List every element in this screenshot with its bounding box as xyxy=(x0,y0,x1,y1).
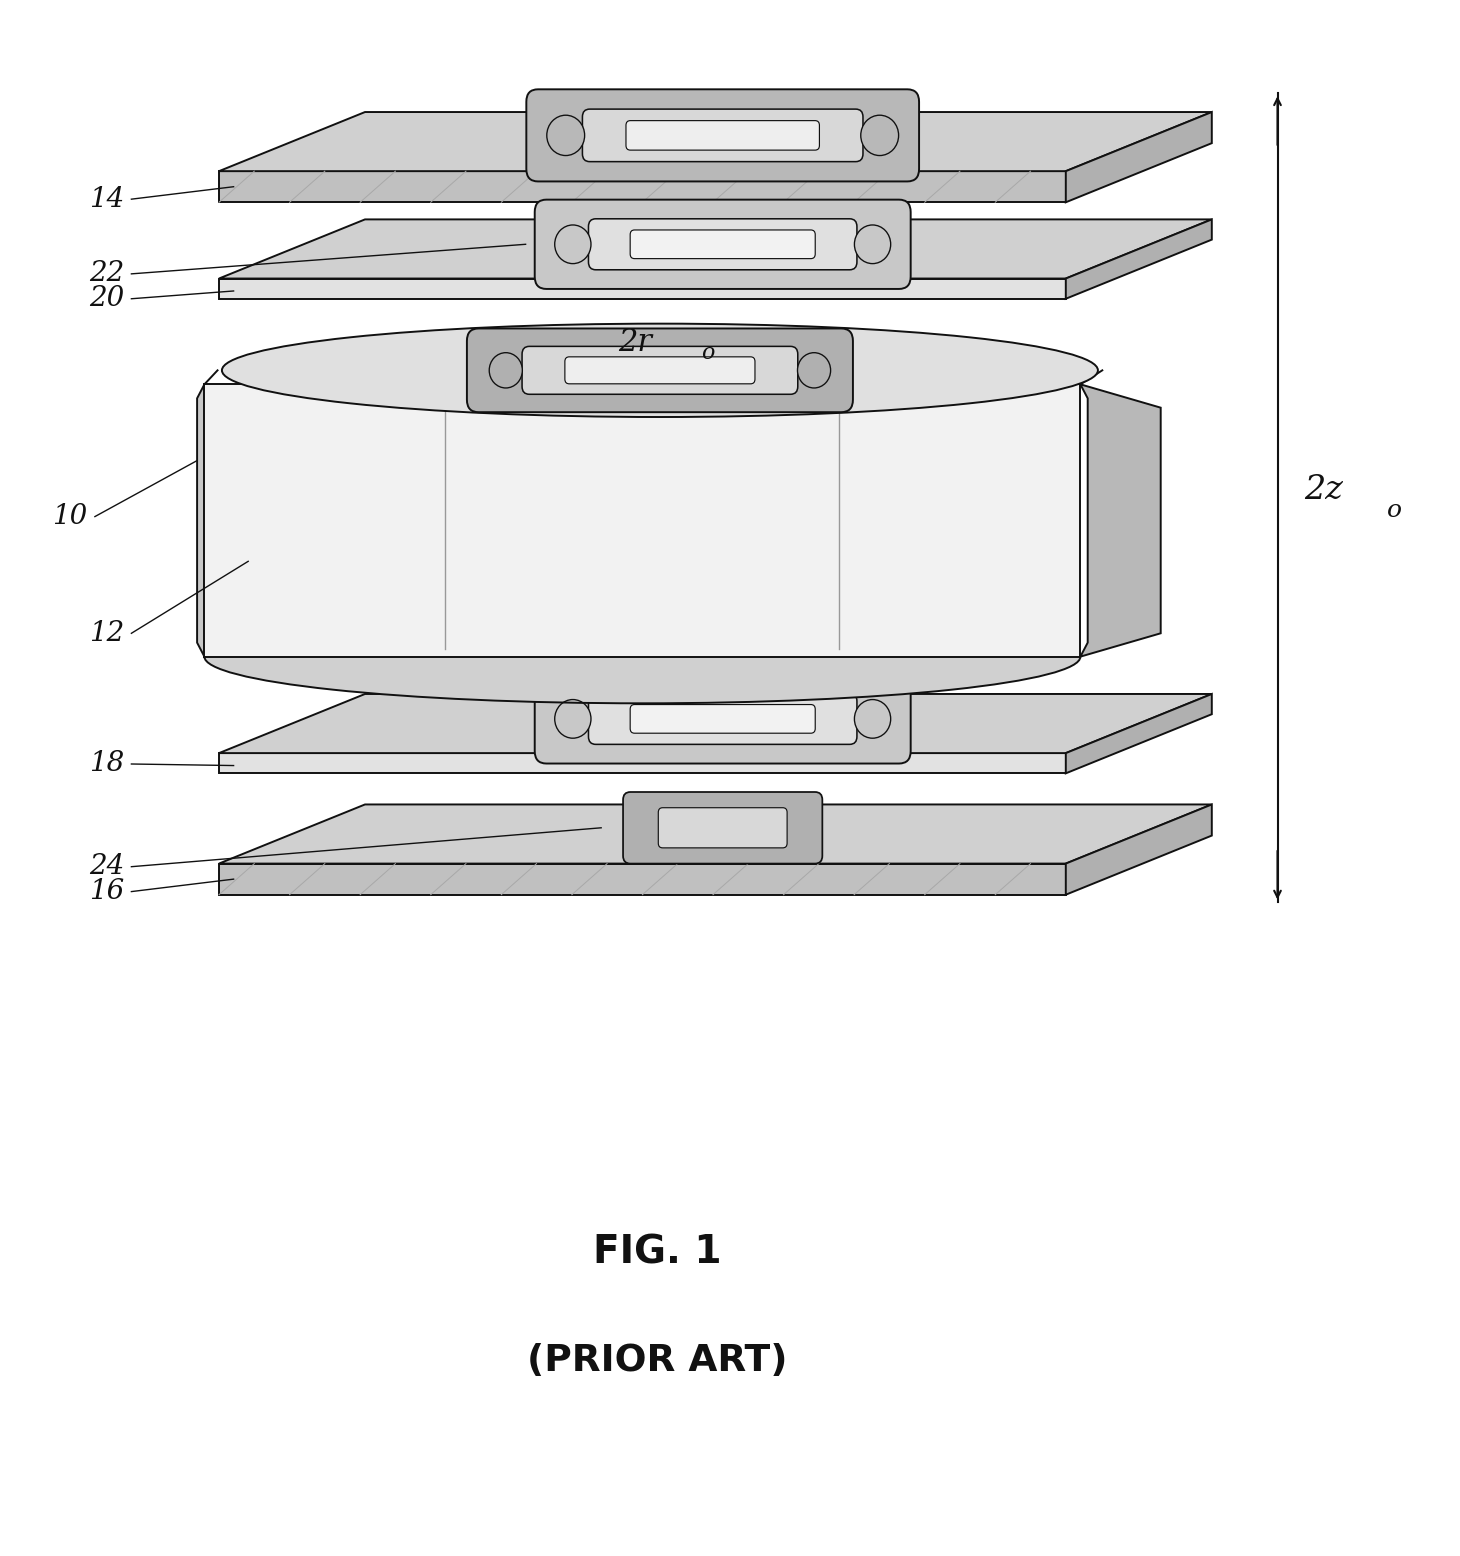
Text: 2r: 2r xyxy=(618,327,653,358)
Ellipse shape xyxy=(489,353,523,387)
Polygon shape xyxy=(219,864,1066,895)
Polygon shape xyxy=(219,219,1212,279)
Text: 2z: 2z xyxy=(1304,475,1343,506)
Polygon shape xyxy=(219,279,1066,299)
Text: o: o xyxy=(701,342,714,364)
Polygon shape xyxy=(204,384,1080,657)
Text: 24: 24 xyxy=(89,853,124,881)
Text: FIG. 1: FIG. 1 xyxy=(593,1234,721,1271)
Text: (PRIOR ART): (PRIOR ART) xyxy=(527,1343,787,1380)
Ellipse shape xyxy=(861,115,898,156)
FancyBboxPatch shape xyxy=(534,674,911,764)
FancyBboxPatch shape xyxy=(526,89,920,182)
Text: 16: 16 xyxy=(89,878,124,906)
FancyBboxPatch shape xyxy=(467,328,853,412)
Polygon shape xyxy=(1066,219,1212,299)
Polygon shape xyxy=(1066,804,1212,895)
Polygon shape xyxy=(1080,384,1161,657)
FancyBboxPatch shape xyxy=(588,219,857,269)
Ellipse shape xyxy=(854,700,891,738)
Text: 12: 12 xyxy=(89,619,124,647)
FancyBboxPatch shape xyxy=(534,199,911,289)
Text: o: o xyxy=(1387,499,1402,521)
FancyBboxPatch shape xyxy=(631,230,815,258)
Polygon shape xyxy=(219,694,1212,753)
FancyBboxPatch shape xyxy=(523,347,797,394)
Text: 10: 10 xyxy=(53,503,88,531)
Text: 14: 14 xyxy=(89,185,124,213)
Polygon shape xyxy=(219,804,1212,864)
Ellipse shape xyxy=(204,610,1080,703)
Polygon shape xyxy=(197,384,285,657)
Ellipse shape xyxy=(854,226,891,263)
Text: 18: 18 xyxy=(89,750,124,778)
Polygon shape xyxy=(219,112,1212,171)
FancyBboxPatch shape xyxy=(658,808,787,848)
Ellipse shape xyxy=(555,700,591,738)
Ellipse shape xyxy=(555,226,591,263)
FancyBboxPatch shape xyxy=(631,705,815,733)
Polygon shape xyxy=(1066,694,1212,773)
Text: 22: 22 xyxy=(89,260,124,288)
Ellipse shape xyxy=(222,324,1098,417)
FancyBboxPatch shape xyxy=(626,121,819,149)
Polygon shape xyxy=(1066,112,1212,202)
FancyBboxPatch shape xyxy=(565,356,755,384)
FancyBboxPatch shape xyxy=(583,109,863,162)
FancyBboxPatch shape xyxy=(588,694,857,744)
Text: 20: 20 xyxy=(89,285,124,313)
Ellipse shape xyxy=(548,115,584,156)
Ellipse shape xyxy=(797,353,831,387)
Polygon shape xyxy=(219,171,1066,202)
Polygon shape xyxy=(219,753,1066,773)
FancyBboxPatch shape xyxy=(623,792,822,864)
